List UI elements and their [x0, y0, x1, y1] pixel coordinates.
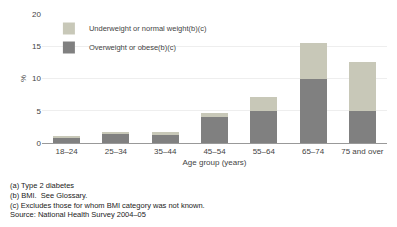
svg-text:55–64: 55–64 [253, 147, 276, 156]
svg-text:18–24: 18–24 [56, 147, 79, 156]
svg-text:%: % [19, 75, 28, 82]
svg-text:Underweight or normal weight(b: Underweight or normal weight(b)(c) [89, 24, 207, 33]
svg-text:10: 10 [32, 74, 41, 83]
svg-text:65–74: 65–74 [302, 147, 325, 156]
svg-text:Overweight or obese(b)(c): Overweight or obese(b)(c) [89, 43, 177, 52]
svg-text:75 and over: 75 and over [341, 147, 384, 156]
svg-text:0: 0 [37, 139, 42, 148]
svg-text:20: 20 [32, 10, 41, 19]
svg-text:45–54: 45–54 [203, 147, 226, 156]
svg-text:(a) Type 2 diabetes(b) BMI. S: (a) Type 2 diabetes(b) BMI. See Glossary… [10, 181, 205, 219]
svg-text:35–44: 35–44 [154, 147, 177, 156]
svg-text:25–34: 25–34 [105, 147, 128, 156]
svg-text:15: 15 [32, 42, 41, 51]
svg-text:5: 5 [37, 107, 42, 116]
svg-text:Age group (years): Age group (years) [182, 158, 246, 167]
